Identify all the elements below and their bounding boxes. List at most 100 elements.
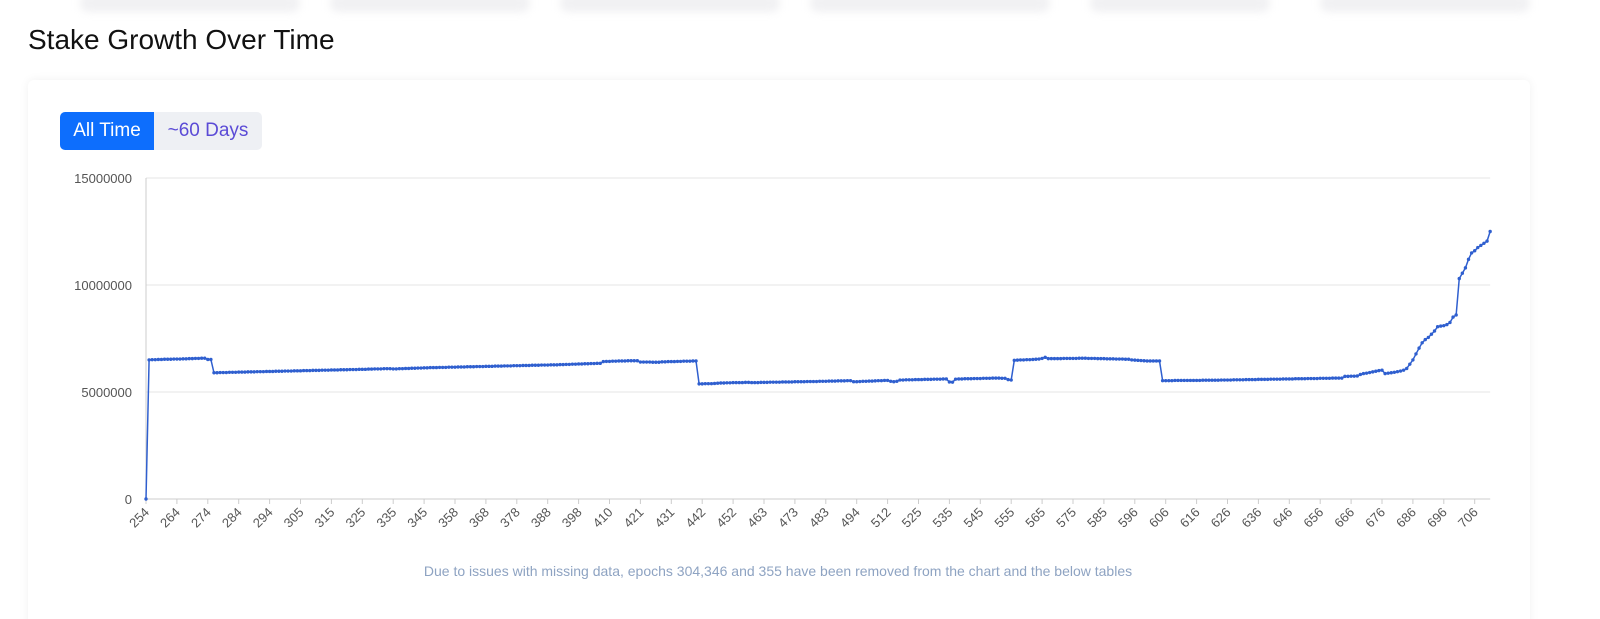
data-point: [527, 363, 531, 368]
data-point: [790, 380, 794, 384]
data-point: [227, 370, 232, 375]
data-point: [413, 366, 417, 370]
nav-item: [330, 0, 530, 12]
data-point: [447, 365, 451, 369]
data-point: [821, 379, 825, 383]
data-point: [459, 365, 463, 369]
data-point: [172, 357, 176, 361]
data-point: [604, 359, 609, 364]
data-point: [203, 356, 207, 360]
data-point: [728, 381, 732, 385]
data-point: [187, 356, 191, 361]
data-point: [984, 376, 989, 381]
data-point: [1145, 359, 1149, 363]
data-point: [468, 365, 473, 369]
data-point: [1293, 377, 1298, 381]
data-point: [1074, 356, 1078, 361]
data-point: [289, 369, 293, 373]
data-point: [1228, 378, 1233, 382]
data-point: [1460, 271, 1465, 275]
data-point: [1058, 356, 1063, 361]
data-point: [1068, 356, 1072, 361]
data-point: [518, 363, 522, 368]
data-point: [1315, 376, 1319, 381]
data-point: [369, 367, 374, 371]
data-point: [681, 359, 686, 363]
data-point: [1466, 257, 1471, 262]
data-point: [301, 368, 306, 373]
x-tick-label: 606: [1146, 505, 1172, 531]
data-point: [496, 364, 500, 368]
data-point: [932, 377, 936, 381]
data-point: [153, 357, 157, 362]
data-point: [1111, 357, 1115, 361]
data-point: [1432, 329, 1437, 333]
data-point: [845, 378, 850, 383]
data-point: [858, 379, 862, 384]
range-button[interactable]: ~60 Days: [154, 112, 262, 150]
nav-item: [80, 0, 300, 12]
data-point: [190, 356, 195, 361]
data-point: [972, 376, 976, 381]
data-point: [484, 364, 488, 369]
data-point: [743, 380, 748, 385]
x-tick-label: 696: [1424, 505, 1450, 531]
data-point: [481, 364, 485, 369]
data-point: [722, 381, 726, 385]
data-point: [385, 366, 389, 371]
data-point: [1442, 323, 1446, 328]
data-point: [1040, 356, 1044, 361]
data-point: [1479, 243, 1483, 248]
data-point: [1451, 315, 1455, 319]
data-point: [440, 365, 445, 370]
data-point: [237, 370, 241, 374]
data-point: [762, 380, 766, 385]
data-point: [1405, 366, 1409, 371]
data-point: [725, 381, 729, 385]
data-point: [175, 357, 179, 361]
data-point: [1018, 358, 1023, 362]
data-point: [638, 360, 643, 364]
data-point: [1167, 378, 1171, 383]
data-point: [570, 362, 575, 366]
data-point: [1117, 357, 1122, 361]
chart-card: All Time ~60 Days: [28, 80, 1530, 619]
data-point: [530, 363, 534, 367]
data-point: [1080, 356, 1084, 360]
data-point: [842, 379, 847, 383]
data-point: [1055, 356, 1060, 361]
y-tick-label: 0: [125, 492, 132, 507]
data-point: [1089, 356, 1094, 361]
data-point: [323, 368, 327, 372]
data-point: [1485, 239, 1489, 243]
data-point: [901, 378, 905, 382]
x-tick-label: 345: [404, 505, 430, 531]
data-point: [953, 377, 958, 381]
data-point: [1469, 251, 1474, 255]
data-point: [777, 380, 782, 384]
data-point: [1157, 359, 1162, 363]
data-point: [740, 380, 745, 385]
data-point: [329, 368, 334, 372]
data-point: [515, 363, 519, 368]
range-button[interactable]: All Time: [60, 112, 154, 150]
x-tick-label: 410: [590, 505, 616, 531]
x-tick-label: 358: [435, 505, 461, 531]
data-point: [357, 367, 361, 372]
data-point: [193, 356, 198, 361]
data-point: [156, 357, 161, 362]
data-point: [502, 364, 507, 368]
data-point: [861, 379, 865, 383]
data-point: [552, 363, 556, 367]
x-tick-label: 305: [281, 505, 307, 531]
data-point: [595, 361, 599, 366]
data-point: [471, 365, 476, 369]
data-point: [768, 380, 772, 384]
x-tick-label: 616: [1177, 505, 1203, 531]
x-tick-label: 264: [157, 505, 183, 531]
data-point: [898, 378, 902, 382]
data-point: [308, 368, 312, 373]
data-point: [372, 367, 377, 371]
data-point: [1123, 357, 1128, 361]
